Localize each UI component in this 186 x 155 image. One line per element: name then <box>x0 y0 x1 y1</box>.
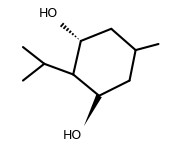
Polygon shape <box>84 94 102 126</box>
Text: HO: HO <box>39 7 58 20</box>
Text: HO: HO <box>63 129 82 142</box>
